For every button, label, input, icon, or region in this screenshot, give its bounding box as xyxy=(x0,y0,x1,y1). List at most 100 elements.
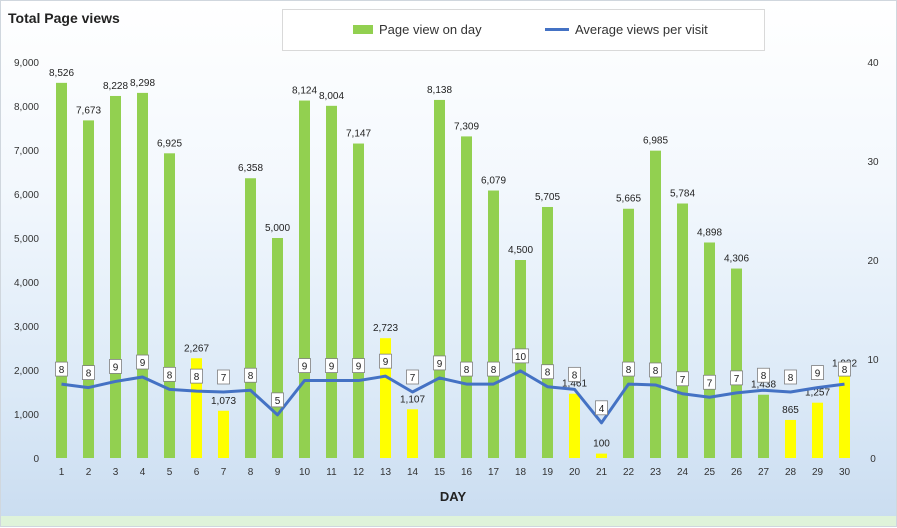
line-data-label: 9 xyxy=(113,362,119,373)
bar-data-label: 1,073 xyxy=(211,396,236,407)
line-label-box xyxy=(568,366,581,382)
legend-label-avg-views: Average views per visit xyxy=(575,22,708,37)
line-data-label: 8 xyxy=(86,369,92,380)
bar-data-label: 8,124 xyxy=(292,86,317,97)
x-tick-label: 13 xyxy=(380,467,392,478)
x-tick-label: 18 xyxy=(515,467,527,478)
line-data-label: 8 xyxy=(761,371,767,382)
bar-data-label: 6,925 xyxy=(157,138,182,149)
bar xyxy=(596,453,607,458)
x-tick-label: 21 xyxy=(596,467,608,478)
bar-data-label: 5,000 xyxy=(265,223,290,234)
y-tick-label: 9,000 xyxy=(14,58,39,69)
bar-data-label: 8,138 xyxy=(427,85,452,96)
bar xyxy=(326,105,337,458)
y-tick-label: 2,000 xyxy=(14,366,39,377)
line-label-box xyxy=(757,367,770,383)
x-tick-label: 22 xyxy=(623,467,635,478)
bar-data-label: 6,985 xyxy=(643,136,668,147)
bar xyxy=(191,358,202,458)
bar xyxy=(218,410,229,458)
y2-tick-label: 0 xyxy=(870,454,876,465)
y-tick-label: 6,000 xyxy=(14,190,39,201)
line-data-label: 10 xyxy=(515,352,527,363)
line-label-box xyxy=(460,361,473,377)
bar-data-label: 4,500 xyxy=(508,245,533,256)
line-label-box xyxy=(244,367,257,383)
x-tick-label: 29 xyxy=(812,467,824,478)
x-tick-label: 11 xyxy=(326,467,337,478)
legend-item-avg-views: Average views per visit xyxy=(545,22,708,37)
x-tick-label: 12 xyxy=(353,467,365,478)
legend-swatch-line xyxy=(545,28,569,31)
legend: Page view on day Average views per visit xyxy=(282,9,765,51)
line-data-label: 7 xyxy=(734,374,740,385)
x-tick-label: 7 xyxy=(221,467,227,478)
bar xyxy=(164,153,175,459)
bar xyxy=(785,419,796,458)
bar-data-label: 6,079 xyxy=(481,176,506,187)
line-label-box xyxy=(136,354,149,370)
bar xyxy=(245,178,256,459)
bar xyxy=(488,190,499,459)
line-data-label: 7 xyxy=(410,373,416,384)
x-tick-label: 1 xyxy=(59,467,65,478)
bar xyxy=(272,238,283,458)
x-tick-label: 14 xyxy=(407,467,419,478)
y-tick-label: 0 xyxy=(33,454,39,465)
x-tick-label: 25 xyxy=(704,467,716,478)
bar xyxy=(353,143,364,459)
bar-data-label: 865 xyxy=(782,405,799,416)
line-label-box xyxy=(271,392,284,408)
y-tick-label: 7,000 xyxy=(14,146,39,157)
y-tick-label: 4,000 xyxy=(14,278,39,289)
line-label-box xyxy=(811,365,824,381)
line-label-box xyxy=(676,371,689,387)
x-tick-label: 2 xyxy=(86,467,92,478)
bar xyxy=(56,82,67,458)
line-label-box xyxy=(82,365,95,381)
line-data-label: 8 xyxy=(248,371,254,382)
legend-item-page-views: Page view on day xyxy=(353,22,482,37)
bar-data-label: 5,705 xyxy=(535,192,560,203)
line-data-label: 8 xyxy=(572,370,578,381)
x-tick-label: 6 xyxy=(194,467,200,478)
x-tick-label: 26 xyxy=(731,467,743,478)
line-data-label: 8 xyxy=(842,365,848,376)
y-tick-label: 1,000 xyxy=(14,410,39,421)
bar xyxy=(677,203,688,458)
bar-data-label: 1,461 xyxy=(562,379,587,390)
line-label-box xyxy=(838,361,851,377)
x-tick-label: 9 xyxy=(275,467,281,478)
line-data-label: 9 xyxy=(383,357,389,368)
bar xyxy=(299,100,310,458)
bar-data-label: 8,228 xyxy=(103,81,128,92)
x-tick-label: 24 xyxy=(677,467,689,478)
bar xyxy=(461,136,472,459)
line-label-box xyxy=(217,369,230,385)
line-label-box xyxy=(487,361,500,377)
bar xyxy=(407,409,418,458)
x-axis-title: DAY xyxy=(440,489,467,504)
bar-data-label: 1,257 xyxy=(805,388,830,399)
line-data-label: 8 xyxy=(491,365,497,376)
line-label-box xyxy=(325,358,338,373)
x-tick-label: 19 xyxy=(542,467,554,478)
bar-data-label: 4,306 xyxy=(724,254,749,265)
bar xyxy=(839,373,850,458)
y-tick-label: 3,000 xyxy=(14,322,39,333)
bar xyxy=(542,206,553,458)
bar xyxy=(434,99,445,458)
bar-data-label: 8,298 xyxy=(130,78,155,89)
bar xyxy=(812,402,823,458)
x-tick-label: 8 xyxy=(248,467,254,478)
legend-label-page-views: Page view on day xyxy=(379,22,482,37)
line-label-box xyxy=(352,358,365,373)
x-tick-label: 30 xyxy=(839,467,851,478)
x-tick-label: 3 xyxy=(113,467,119,478)
y-tick-label: 8,000 xyxy=(14,102,39,113)
bar-data-label: 1,438 xyxy=(751,380,776,391)
line-label-box xyxy=(595,400,608,416)
line-data-label: 9 xyxy=(302,362,308,373)
